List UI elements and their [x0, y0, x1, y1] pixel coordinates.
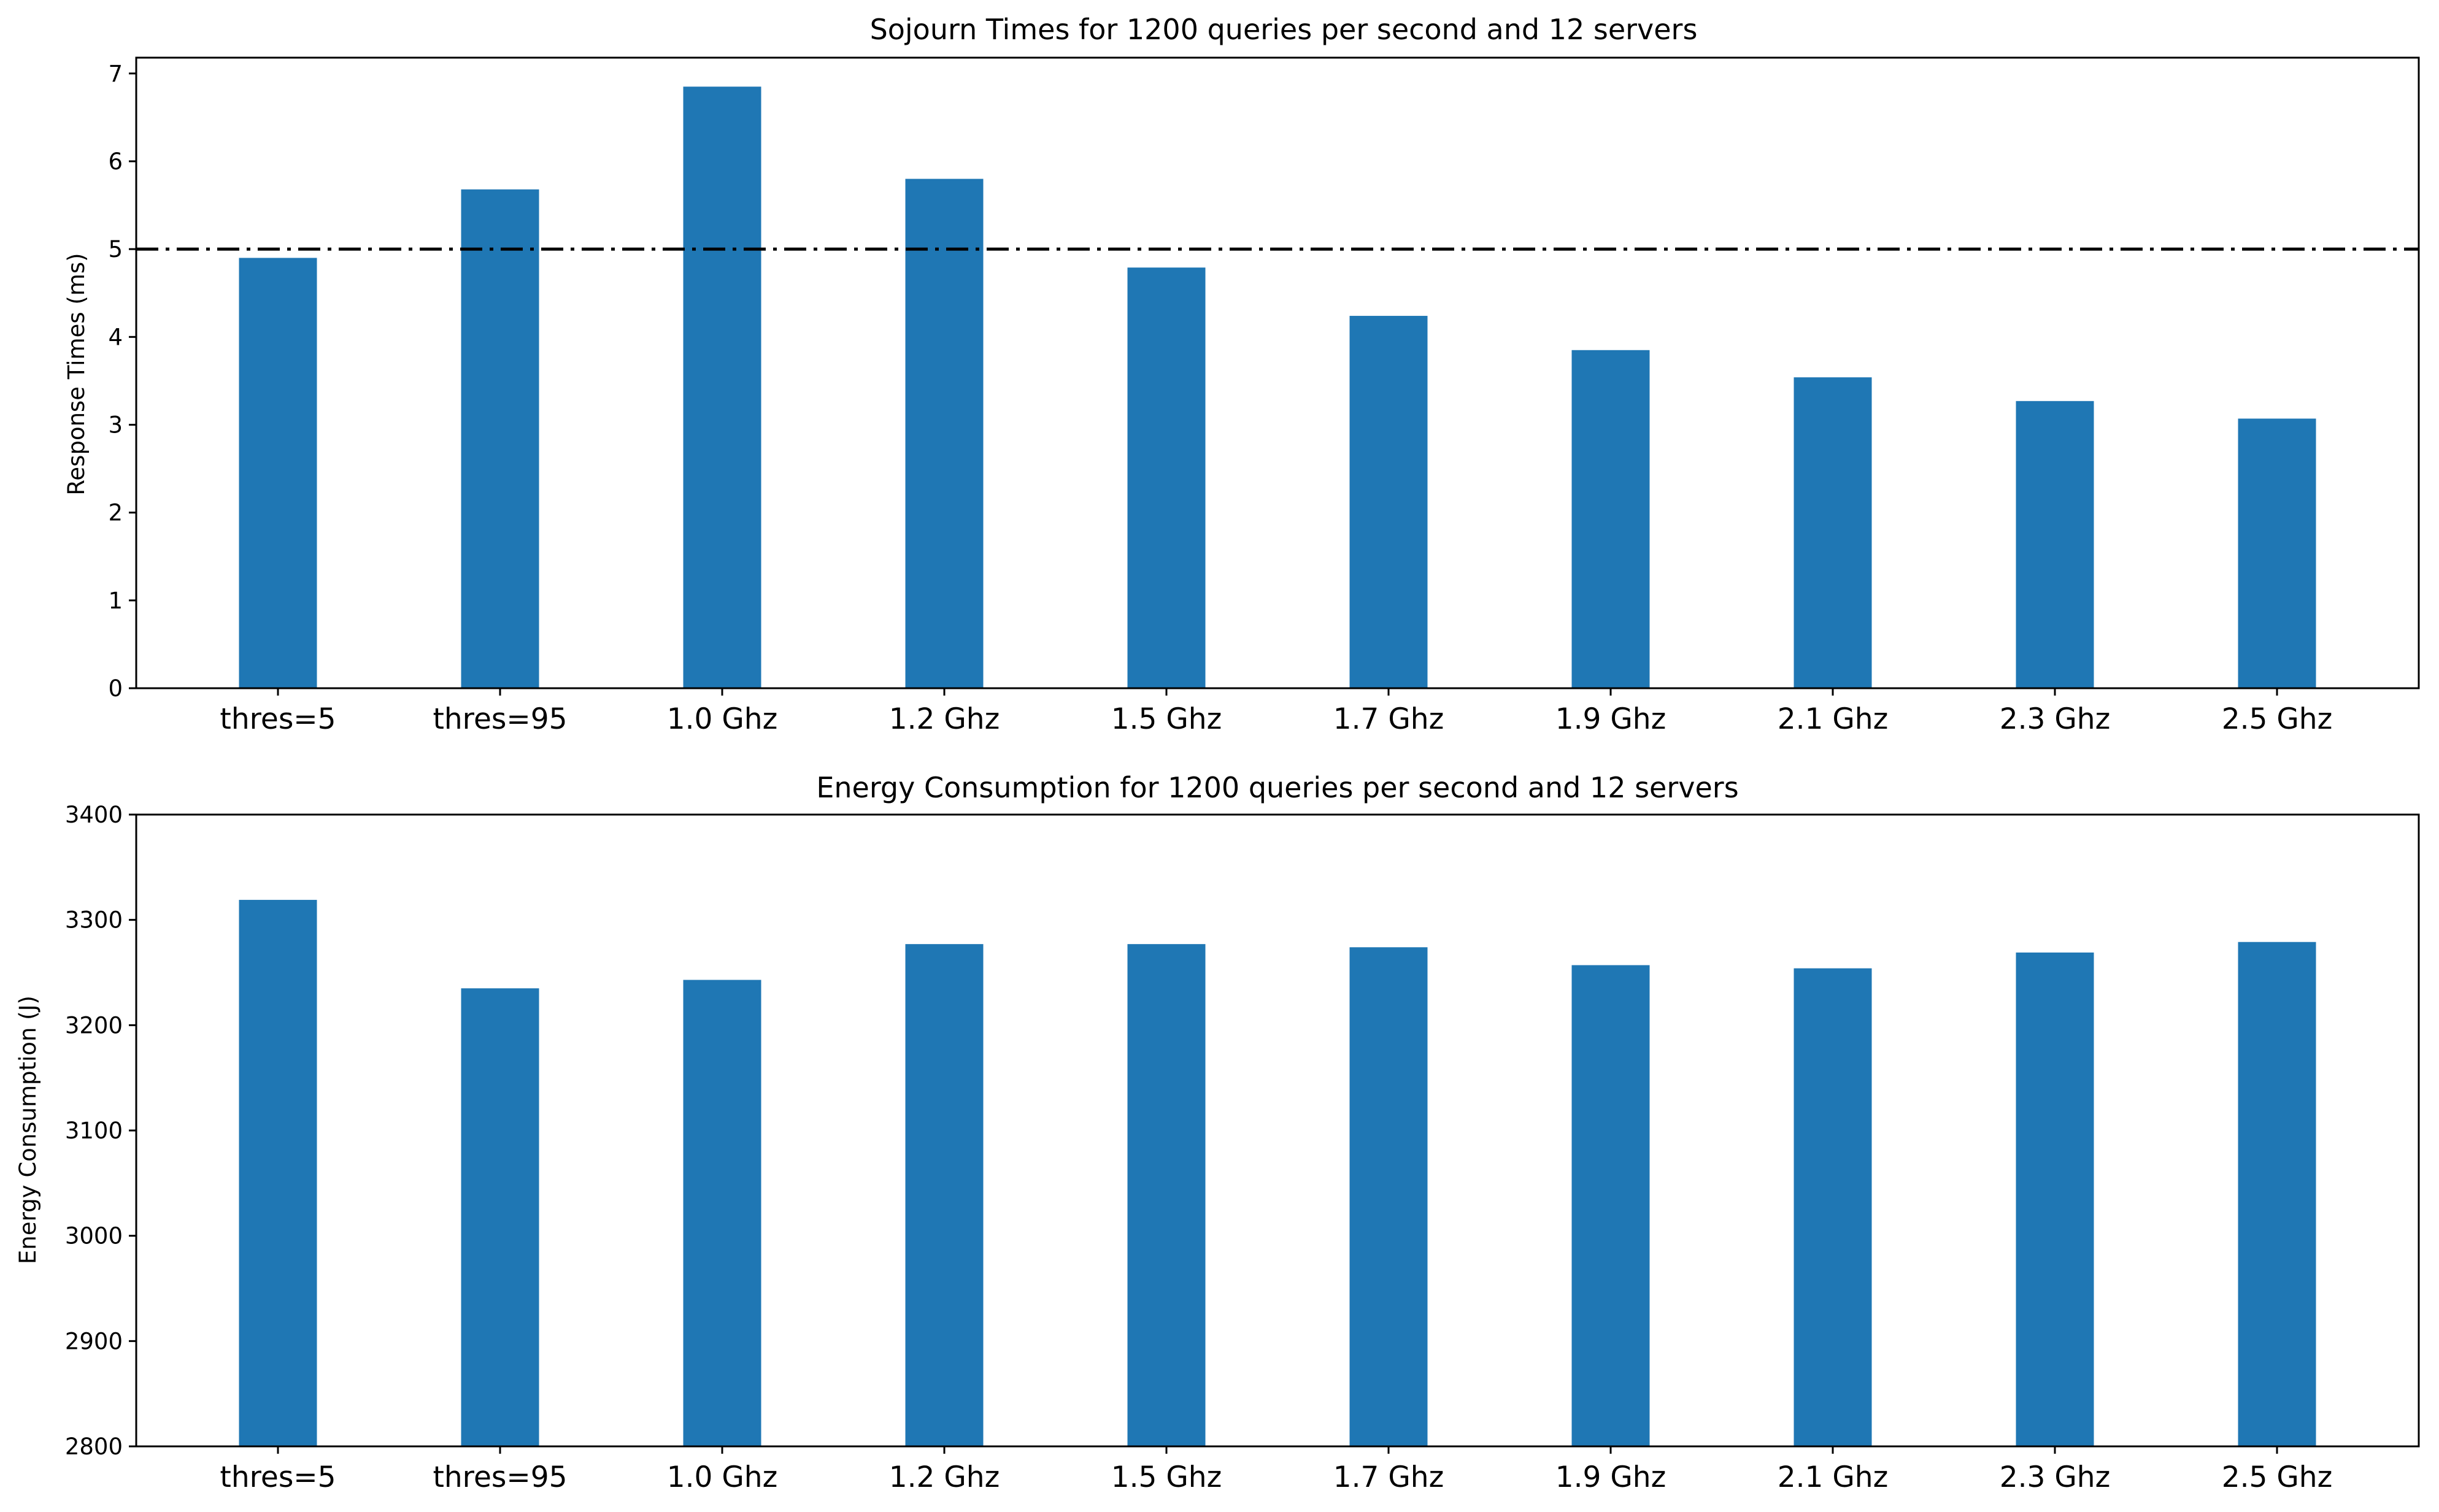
bar-1 [461, 189, 539, 688]
y-tick-label: 1 [108, 588, 123, 614]
x-tick-label: 1.5 Ghz [1111, 702, 1222, 736]
bar-8 [2016, 952, 2094, 1446]
y-ticks: 2800 2900 3000 3100 3200 3300 3400 [65, 802, 136, 1460]
bar-3 [905, 944, 984, 1446]
y-tick-label: 5 [108, 236, 123, 263]
bar-7 [1794, 377, 1872, 688]
y-tick-label: 2900 [65, 1328, 123, 1354]
x-tick-label: 1.0 Ghz [667, 702, 778, 736]
y-tick-label: 3300 [65, 907, 123, 934]
x-tick-label: 2.5 Ghz [2222, 702, 2333, 736]
bar-3 [905, 178, 984, 689]
x-tick-label: 1.2 Ghz [889, 1460, 1000, 1494]
bar-8 [2016, 401, 2094, 688]
bar-6 [1571, 350, 1650, 688]
y-tick-label: 3200 [65, 1012, 123, 1038]
y-tick-label: 3 [108, 412, 123, 438]
x-tick-label: thres=5 [220, 702, 336, 736]
bar-5 [1349, 315, 1428, 688]
x-tick-label: 2.1 Ghz [1778, 1460, 1889, 1494]
bar-5 [1349, 947, 1428, 1446]
x-tick-label: thres=5 [220, 1460, 336, 1494]
x-tick-label: 1.0 Ghz [667, 1460, 778, 1494]
x-tick-label: 1.9 Ghz [1555, 702, 1666, 736]
y-tick-label: 6 [108, 148, 123, 175]
sojourn-times-chart: Sojourn Times for 1200 queries per secon… [63, 13, 2420, 736]
bar-1 [461, 988, 539, 1446]
y-tick-label: 2800 [65, 1433, 123, 1460]
y-tick-label: 4 [108, 324, 123, 350]
y-ticks: 0 1 2 3 4 5 6 7 [108, 61, 136, 702]
bar-9 [2238, 418, 2316, 688]
chart-title: Sojourn Times for 1200 queries per secon… [870, 13, 1698, 46]
x-tick-label: 1.5 Ghz [1111, 1460, 1222, 1494]
x-tick-label: thres=95 [433, 702, 567, 736]
bar-4 [1127, 944, 1206, 1446]
x-ticks: thres=5 thres=95 1.0 Ghz 1.2 Ghz 1.5 Ghz 1.7 … [220, 688, 2332, 736]
bars [239, 900, 2316, 1446]
x-tick-label: 1.9 Ghz [1555, 1460, 1666, 1494]
bar-7 [1794, 968, 1872, 1446]
bar-6 [1571, 965, 1650, 1446]
bars [239, 86, 2316, 689]
bar-9 [2238, 942, 2316, 1446]
bar-2 [683, 980, 761, 1446]
bar-4 [1127, 267, 1206, 688]
x-tick-label: 2.1 Ghz [1778, 702, 1889, 736]
y-tick-label: 2 [108, 500, 123, 526]
bar-2 [683, 86, 761, 688]
energy-consumption-chart: Energy Consumption for 1200 queries per … [15, 771, 2420, 1494]
x-tick-label: 1.7 Ghz [1333, 1460, 1444, 1494]
y-tick-label: 0 [108, 675, 123, 702]
x-tick-label: 1.2 Ghz [889, 702, 1000, 736]
bar-0 [239, 258, 317, 688]
plot-frame [135, 56, 2420, 689]
x-tick-label: 2.3 Ghz [2000, 702, 2111, 736]
x-tick-label: thres=95 [433, 1460, 567, 1494]
y-tick-label: 7 [108, 61, 123, 87]
x-tick-label: 2.3 Ghz [2000, 1460, 2111, 1494]
x-ticks: thres=5 thres=95 1.0 Ghz 1.2 Ghz 1.5 Ghz 1.7 … [220, 1446, 2332, 1494]
chart-title: Energy Consumption for 1200 queries per … [816, 771, 1738, 804]
y-tick-label: 3100 [65, 1118, 123, 1144]
y-tick-label: 3000 [65, 1223, 123, 1249]
y-axis-label: Energy Consumption (J) [15, 996, 41, 1264]
x-tick-label: 2.5 Ghz [2222, 1460, 2333, 1494]
y-axis-label: Response Times (ms) [63, 253, 90, 495]
y-tick-label: 3400 [65, 802, 123, 828]
bar-0 [239, 900, 317, 1446]
x-tick-label: 1.7 Ghz [1333, 702, 1444, 736]
